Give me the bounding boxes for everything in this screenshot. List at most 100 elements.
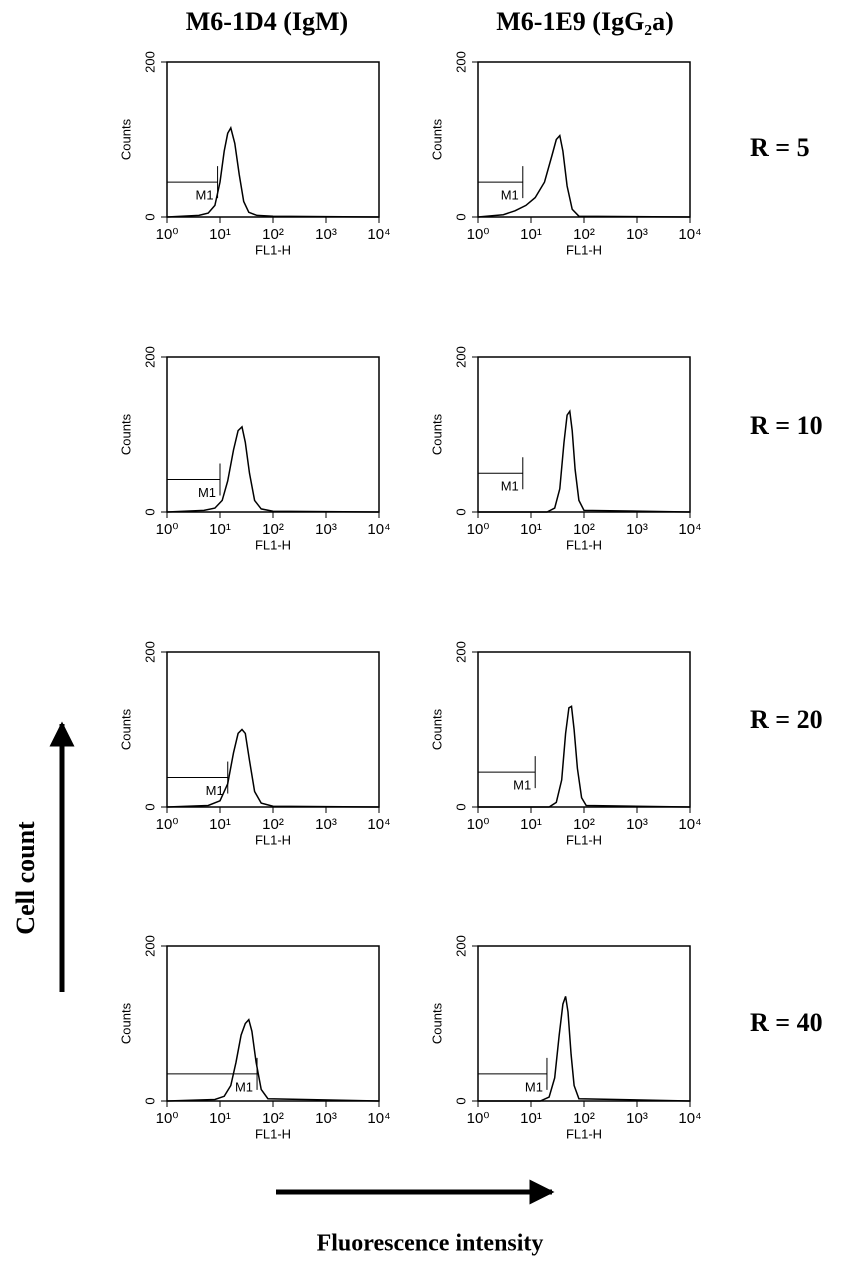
y-tick-label: 0 <box>453 213 468 220</box>
y-tick-label: 200 <box>453 51 468 73</box>
x-tick-label: 10³ <box>315 226 337 243</box>
y-tick-label: 0 <box>453 508 468 515</box>
x-tick-label: 10⁴ <box>367 226 390 243</box>
y-tick-label: 0 <box>142 213 157 220</box>
x-tick-label: 10¹ <box>209 816 231 833</box>
x-tick-label: 10¹ <box>520 816 542 833</box>
gate-label: M1 <box>206 783 224 798</box>
gate-label: M1 <box>501 479 519 494</box>
histogram-line <box>166 728 380 808</box>
y-tick-label: 0 <box>453 1097 468 1104</box>
column-title: M6-1E9 (IgG₂a) <box>496 7 674 36</box>
x-tick-label: 10¹ <box>520 1110 542 1127</box>
gate-label: M1 <box>196 188 214 203</box>
plot-frame <box>477 651 691 808</box>
row-label: R = 5 <box>750 133 810 162</box>
plot-frame <box>477 945 691 1102</box>
column-title: M6-1D4 (IgM) <box>186 7 348 36</box>
plot-frame <box>166 945 380 1102</box>
y-axis-title: Counts <box>429 1002 444 1044</box>
x-tick-label: 10³ <box>626 226 648 243</box>
y-tick-label: 200 <box>453 346 468 368</box>
x-tick-label: 10⁰ <box>156 226 179 243</box>
y-axis-title: Counts <box>118 118 133 160</box>
histogram-line <box>477 133 691 218</box>
x-tick-label: 10² <box>573 521 595 538</box>
x-tick-label: 10⁰ <box>156 816 179 833</box>
y-axis-title: Counts <box>118 1002 133 1044</box>
x-tick-label: 10³ <box>626 1110 648 1127</box>
gate-label: M1 <box>501 188 519 203</box>
x-tick-label: 10⁴ <box>367 521 390 538</box>
y-axis-title: Counts <box>429 118 444 160</box>
x-tick-label: 10⁰ <box>156 521 179 538</box>
x-axis-title: FL1-H <box>566 1126 602 1141</box>
y-tick-label: 0 <box>453 803 468 810</box>
x-axis-title: FL1-H <box>566 537 602 552</box>
histogram-line <box>478 705 691 808</box>
y-tick-label: 0 <box>142 508 157 515</box>
x-tick-label: 10¹ <box>209 226 231 243</box>
x-axis-title: FL1-H <box>255 832 291 847</box>
x-tick-label: 10⁴ <box>678 226 701 243</box>
histogram-line <box>478 996 691 1102</box>
x-tick-label: 10³ <box>315 816 337 833</box>
row-label: R = 40 <box>750 1008 823 1037</box>
x-tick-label: 10² <box>573 1110 595 1127</box>
gate-label: M1 <box>198 485 216 500</box>
gate-label: M1 <box>235 1079 253 1094</box>
histogram-line <box>166 125 380 218</box>
y-axis-title: Counts <box>429 708 444 750</box>
y-tick-label: 200 <box>453 641 468 663</box>
x-tick-label: 10⁴ <box>678 1110 701 1127</box>
y-tick-label: 200 <box>453 935 468 957</box>
x-tick-label: 10⁰ <box>467 816 490 833</box>
y-tick-label: 0 <box>142 1097 157 1104</box>
x-tick-label: 10² <box>262 226 284 243</box>
x-tick-label: 10³ <box>315 1110 337 1127</box>
y-tick-label: 200 <box>142 346 157 368</box>
x-tick-label: 10¹ <box>209 1110 231 1127</box>
x-tick-label: 10² <box>262 1110 284 1127</box>
x-tick-label: 10² <box>573 226 595 243</box>
x-tick-label: 10³ <box>626 521 648 538</box>
x-tick-label: 10⁴ <box>367 1110 390 1127</box>
histogram-line <box>166 1018 380 1102</box>
x-tick-label: 10⁰ <box>467 226 490 243</box>
histogram-line <box>478 409 691 513</box>
y-tick-label: 0 <box>142 803 157 810</box>
y-tick-label: 200 <box>142 641 157 663</box>
x-tick-label: 10² <box>262 816 284 833</box>
x-axis-title: FL1-H <box>255 537 291 552</box>
y-axis-title: Counts <box>118 413 133 455</box>
x-tick-label: 10⁴ <box>678 521 701 538</box>
x-axis-title: FL1-H <box>566 242 602 257</box>
x-tick-label: 10¹ <box>520 521 542 538</box>
y-axis-label: Cell count <box>11 821 40 935</box>
x-tick-label: 10⁴ <box>678 816 701 833</box>
x-tick-label: 10¹ <box>209 521 231 538</box>
x-axis-label: Fluorescence intensity <box>317 1231 544 1257</box>
row-label: R = 20 <box>750 705 823 734</box>
x-tick-label: 10⁰ <box>156 1110 179 1127</box>
x-tick-label: 10¹ <box>520 226 542 243</box>
gate-label: M1 <box>525 1079 543 1094</box>
y-axis-title: Counts <box>429 413 444 455</box>
x-tick-label: 10⁴ <box>367 816 390 833</box>
row-label: R = 10 <box>750 411 823 440</box>
x-tick-label: 10⁰ <box>467 1110 490 1127</box>
plot-frame <box>166 651 380 808</box>
x-axis-title: FL1-H <box>566 832 602 847</box>
y-tick-label: 200 <box>142 51 157 73</box>
x-tick-label: 10² <box>262 521 284 538</box>
histogram-line <box>166 425 380 513</box>
x-axis-title: FL1-H <box>255 1126 291 1141</box>
x-tick-label: 10⁰ <box>467 521 490 538</box>
y-tick-label: 200 <box>142 935 157 957</box>
x-tick-label: 10³ <box>626 816 648 833</box>
x-tick-label: 10³ <box>315 521 337 538</box>
x-tick-label: 10² <box>573 816 595 833</box>
y-axis-title: Counts <box>118 708 133 750</box>
x-axis-title: FL1-H <box>255 242 291 257</box>
